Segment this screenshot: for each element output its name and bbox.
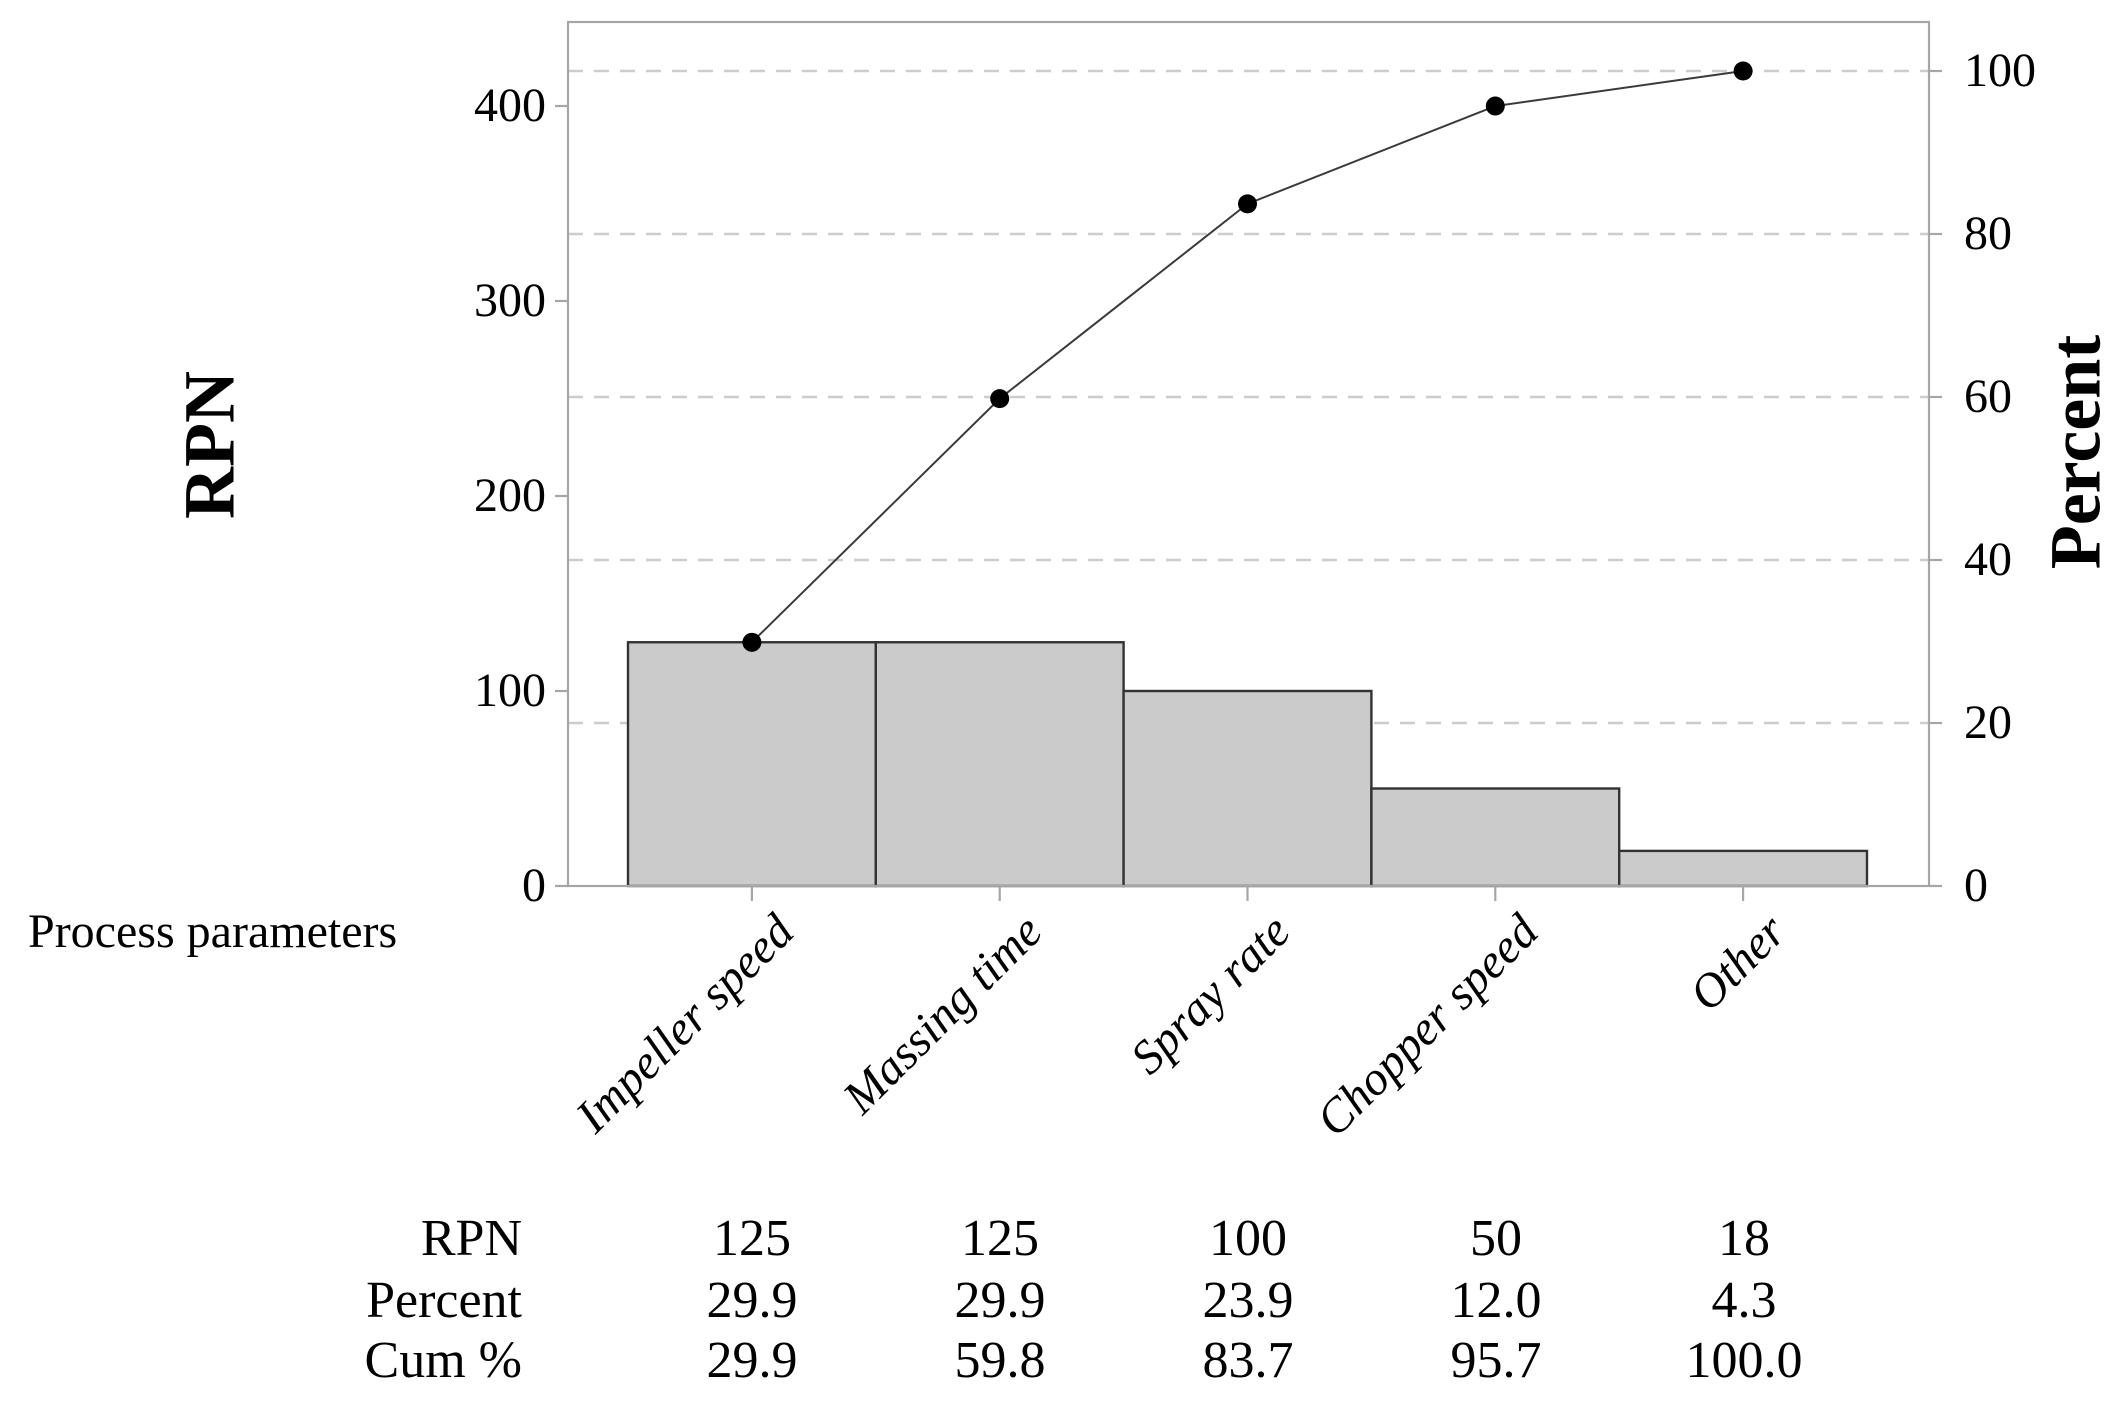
bar-0 [626, 641, 878, 888]
table-row-label-cum-percent: Cum % [364, 1332, 522, 1389]
cumulative-marker-0 [742, 632, 762, 652]
cumulative-marker-4 [1733, 61, 1753, 81]
right-axis-tick-label: 40 [1964, 533, 2012, 586]
bar-3 [1370, 787, 1621, 888]
left-axis-tick-label: 200 [474, 469, 546, 522]
table-cell-rpn: 50 [1470, 1210, 1522, 1267]
left-axis-tick-label: 0 [522, 859, 546, 912]
table-cell-cum-percent: 59.8 [954, 1332, 1046, 1389]
table-row-label-percent: Percent [366, 1272, 522, 1329]
right-axis-title: Percent [2035, 334, 2116, 570]
table-cell-rpn: 125 [961, 1210, 1039, 1267]
bar-4 [1617, 849, 1869, 888]
table-cell-rpn: 125 [713, 1210, 791, 1267]
bar-1 [874, 641, 1125, 888]
table-cell-percent: 29.9 [706, 1272, 798, 1329]
right-axis-tick-label: 0 [1964, 859, 1988, 912]
left-axis-tick-label: 400 [474, 79, 546, 132]
table-cell-cum-percent: 29.9 [706, 1332, 798, 1389]
left-axis-tick-label: 100 [474, 664, 546, 717]
cumulative-marker-1 [990, 389, 1010, 409]
table-cell-percent: 4.3 [1711, 1272, 1777, 1329]
cumulative-marker-3 [1485, 96, 1505, 116]
right-axis-tick-label: 20 [1964, 696, 2012, 749]
table-cell-cum-percent: 100.0 [1685, 1332, 1803, 1389]
left-axis-title: RPN [169, 371, 250, 519]
table-cell-percent: 12.0 [1450, 1272, 1542, 1329]
cumulative-marker-2 [1238, 194, 1257, 214]
left-axis-tick-label: 300 [474, 274, 546, 327]
table-cell-rpn: 100 [1209, 1210, 1287, 1267]
table-cell-percent: 23.9 [1202, 1272, 1294, 1329]
table-cell-cum-percent: 83.7 [1202, 1332, 1294, 1389]
x-axis-title: Process parameters [28, 905, 398, 958]
bar-2 [1122, 689, 1373, 888]
cumulative-line [751, 70, 1744, 644]
table-cell-percent: 29.9 [954, 1272, 1046, 1329]
right-axis-tick-label: 80 [1964, 207, 2012, 260]
right-axis-tick-label: 60 [1964, 370, 2012, 423]
table-cell-rpn: 18 [1718, 1210, 1770, 1267]
table-cell-cum-percent: 95.7 [1450, 1332, 1542, 1389]
right-axis-tick-label: 100 [1964, 44, 2036, 97]
table-row-label-rpn: RPN [420, 1210, 522, 1267]
